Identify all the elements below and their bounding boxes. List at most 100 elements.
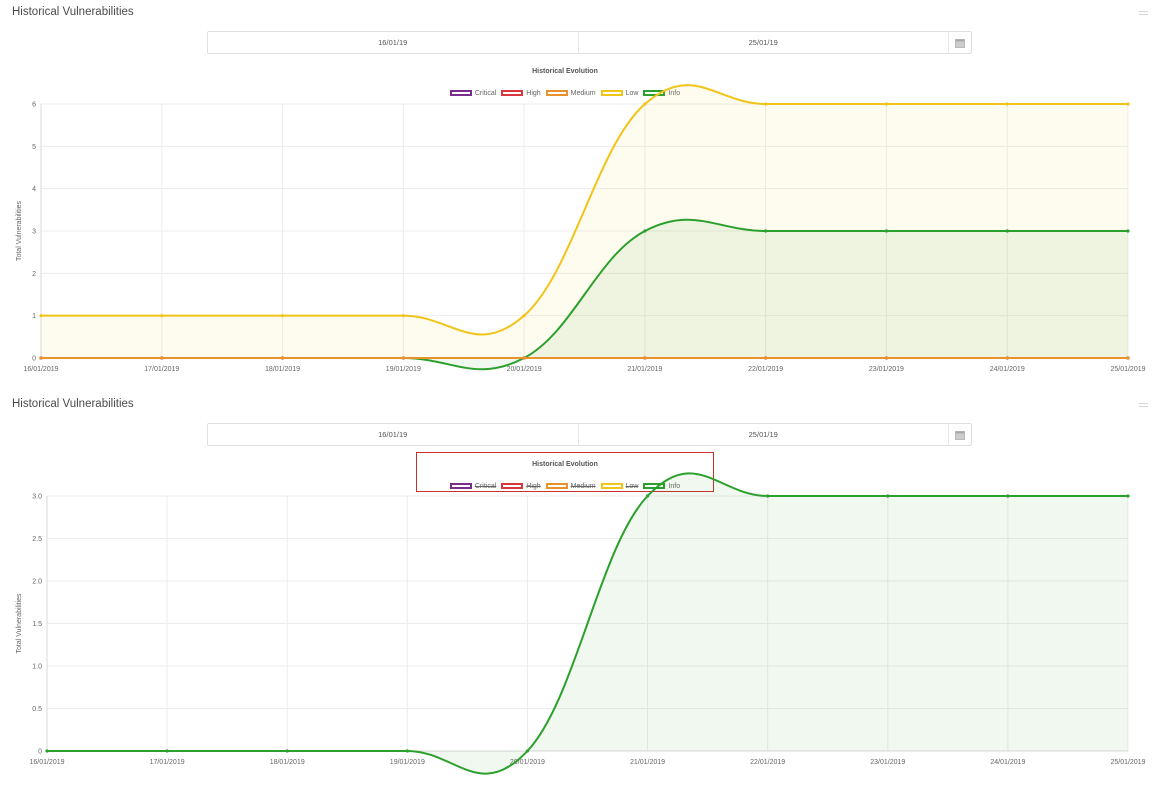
collapse-icon[interactable] [1139, 11, 1148, 15]
legend-label: High [526, 89, 541, 97]
legend-swatch [600, 90, 623, 96]
date-range-picker: 16/01/19 25/01/19 [207, 423, 972, 446]
chart-header: Historical Evolution Critical High Medium L… [416, 60, 714, 100]
y-tick-label: 4 [32, 186, 36, 193]
data-point[interactable] [285, 749, 289, 753]
y-tick-label: 0 [32, 356, 36, 363]
data-point[interactable] [764, 229, 768, 233]
data-point[interactable] [160, 314, 164, 318]
data-point[interactable] [766, 494, 770, 498]
legend-label: Low [625, 482, 639, 490]
data-point[interactable] [522, 314, 526, 318]
series-line-low [41, 84, 1128, 336]
data-point[interactable] [405, 749, 409, 753]
y-tick-label: 1.5 [32, 621, 42, 628]
y-tick-label: 3 [32, 229, 36, 236]
calendar-icon[interactable] [948, 32, 971, 53]
date-to-input[interactable]: 25/01/19 [577, 32, 949, 53]
legend-item-critical[interactable]: Critical [449, 88, 496, 98]
legend-label: Medium [570, 482, 596, 490]
data-point[interactable] [1006, 494, 1010, 498]
data-point[interactable] [165, 749, 169, 753]
date-range-picker: 16/01/19 25/01/19 [207, 31, 972, 54]
data-point[interactable] [764, 356, 768, 360]
legend-item-critical[interactable]: Critical [449, 481, 496, 491]
data-point[interactable] [643, 102, 647, 106]
legend-item-high[interactable]: High [501, 88, 541, 98]
date-from-input[interactable]: 16/01/19 [378, 430, 408, 439]
data-point[interactable] [1005, 229, 1009, 233]
x-tick-label: 20/01/2019 [510, 759, 545, 766]
legend-item-medium[interactable]: Medium [545, 481, 596, 491]
data-point[interactable] [280, 356, 285, 360]
legend-item-low[interactable]: Low [600, 481, 639, 491]
data-point[interactable] [645, 494, 650, 498]
legend-swatch [501, 483, 524, 489]
data-point[interactable] [1126, 229, 1130, 233]
data-point[interactable] [401, 356, 405, 360]
calendar-icon[interactable] [948, 424, 971, 445]
data-point[interactable] [1005, 102, 1009, 106]
date-from-input[interactable]: 16/01/19 [378, 38, 408, 47]
x-tick-label: 16/01/2019 [29, 759, 64, 766]
data-point[interactable] [280, 314, 285, 318]
y-tick-label: 0.5 [32, 706, 42, 713]
x-tick-label: 22/01/2019 [750, 759, 785, 766]
y-tick-label: 2.0 [32, 579, 42, 586]
legend-item-medium[interactable]: Medium [545, 88, 596, 98]
data-point[interactable] [525, 749, 530, 753]
data-point[interactable] [884, 229, 889, 233]
historical-evolution-chart: 0 0.5 1.0 1.5 2.0 2.5 3.0 16/01/2019 17/01/2019 1… [16, 472, 1146, 775]
legend-label: Info [668, 483, 680, 490]
x-tick-label: 19/01/2019 [390, 759, 425, 766]
legend-label: Medium [570, 89, 596, 97]
data-point[interactable] [1126, 102, 1130, 106]
data-point[interactable] [764, 102, 768, 106]
series-line-info [47, 472, 1128, 775]
legend-swatch [545, 90, 568, 96]
y-tick-label: 1 [32, 313, 36, 320]
data-point[interactable] [39, 356, 43, 360]
x-tick-label: 23/01/2019 [869, 366, 904, 373]
legend-item-low[interactable]: Low [600, 88, 638, 98]
x-tick-label: 24/01/2019 [990, 759, 1025, 766]
chart-title: Historical Evolution [532, 461, 598, 468]
series-info [45, 472, 1130, 775]
x-tick-label: 20/01/2019 [507, 366, 542, 373]
legend-item-high[interactable]: High [501, 481, 541, 491]
y-tick-label: 3.0 [32, 494, 42, 501]
data-point[interactable] [643, 229, 647, 233]
x-tick-label: 21/01/2019 [627, 366, 662, 373]
data-point[interactable] [884, 102, 889, 106]
data-point[interactable] [522, 356, 526, 360]
data-point[interactable] [39, 314, 43, 318]
panel-title: Historical Vulnerabilities [12, 398, 134, 410]
collapse-icon[interactable] [1139, 403, 1148, 407]
y-tick-label: 2 [32, 271, 36, 278]
data-point[interactable] [1126, 494, 1130, 498]
y-tick-label: 2.5 [32, 536, 42, 543]
date-to-input[interactable]: 25/01/19 [577, 424, 949, 445]
legend-label: Info [668, 90, 680, 97]
data-point[interactable] [160, 356, 164, 360]
legend-item-info[interactable]: Info [643, 88, 680, 98]
data-point[interactable] [886, 494, 890, 498]
data-point[interactable] [45, 749, 49, 753]
series-medium [39, 356, 1130, 360]
y-axis-label: Total Vulnerabilities [16, 593, 23, 654]
chart-title: Historical Evolution [532, 68, 598, 75]
x-tick-label: 25/01/2019 [1110, 366, 1145, 373]
historical-vulnerabilities-panel: Historical Vulnerabilities 16/01/19 25/0… [0, 0, 1155, 393]
panel-title: Historical Vulnerabilities [12, 6, 134, 18]
legend-swatch [449, 90, 472, 96]
x-tick-label: 21/01/2019 [630, 759, 665, 766]
x-tick-label: 18/01/2019 [270, 759, 305, 766]
data-point[interactable] [884, 356, 889, 360]
x-tick-label: 22/01/2019 [748, 366, 783, 373]
historical-evolution-chart: 0 1 2 3 4 5 6 16/01/2019 17/01/2019 18/01/2019 19/… [16, 84, 1146, 373]
data-point[interactable] [401, 314, 405, 318]
data-point[interactable] [643, 356, 647, 360]
data-point[interactable] [1005, 356, 1009, 360]
x-tick-label: 19/01/2019 [386, 366, 421, 373]
data-point[interactable] [1126, 356, 1130, 360]
